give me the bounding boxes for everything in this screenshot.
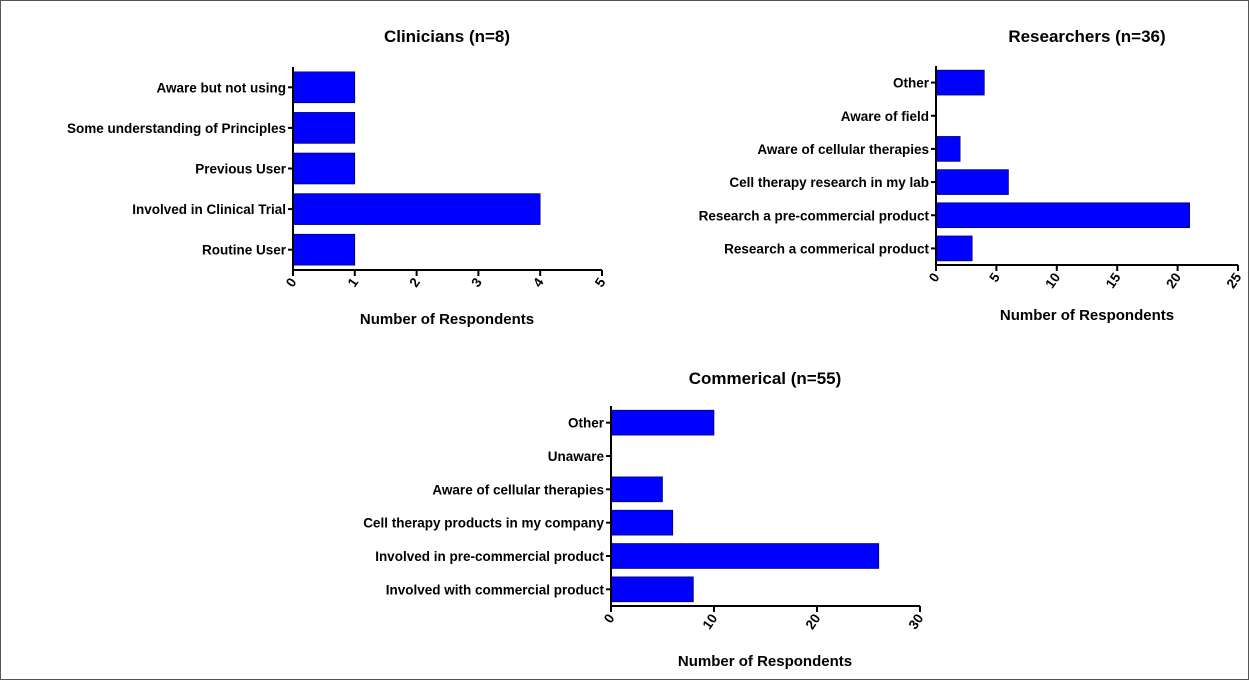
bar (935, 235, 973, 262)
category-label: Involved in Clinical Trial (132, 202, 286, 217)
x-tick-label: 2 (406, 275, 423, 290)
category-label: Routine User (202, 243, 287, 258)
bar (292, 71, 356, 104)
chart-title: Clinicians (n=8) (384, 27, 510, 46)
x-tick-label: 0 (601, 611, 618, 626)
category-label: Aware but not using (156, 80, 286, 95)
x-tick-label: 0 (926, 270, 943, 285)
category-label: Involved with commercial product (386, 582, 605, 597)
bar (935, 136, 961, 162)
x-tick-label: 25 (1224, 270, 1245, 291)
x-tick-label: 1 (345, 275, 362, 290)
category-label: Some understanding of Principles (67, 121, 286, 136)
x-tick-label: 10 (1042, 270, 1063, 291)
chart-clinicians: Clinicians (n=8) Number of Respondents A… (67, 27, 609, 328)
x-axis-label: Number of Respondents (678, 653, 852, 670)
x-axis-label: Number of Respondents (360, 311, 534, 328)
bar (935, 202, 1190, 229)
bar (935, 169, 1009, 195)
x-tick-label: 15 (1103, 270, 1124, 291)
bar (292, 233, 356, 266)
x-tick-label: 20 (1163, 270, 1184, 291)
x-tick-label: 10 (700, 611, 721, 632)
chart-researchers: Researchers (n=36) Number of Respondents… (699, 27, 1245, 324)
category-label: Aware of field (841, 109, 929, 124)
category-label: Research a pre-commercial product (699, 208, 930, 223)
x-tick-label: 5 (986, 270, 1003, 285)
x-tick-label: 30 (906, 611, 927, 632)
chart-title: Commerical (n=55) (689, 369, 842, 388)
category-label: Cell therapy research in my lab (729, 175, 929, 190)
x-tick-label: 3 (468, 275, 485, 290)
bar (292, 152, 356, 185)
category-label: Aware of cellular therapies (432, 482, 604, 497)
category-label: Unaware (548, 449, 605, 464)
chart-commercial: Commerical (n=55) Number of Respondents … (363, 369, 926, 670)
category-label: Involved in pre-commercial product (375, 549, 604, 564)
category-label: Cell therapy products in my company (363, 516, 604, 531)
x-tick-label: 20 (803, 611, 824, 632)
x-tick-label: 4 (530, 275, 547, 290)
bar (292, 193, 541, 225)
category-label: Other (893, 76, 930, 91)
bar (935, 69, 985, 96)
chart-title: Researchers (n=36) (1008, 27, 1165, 46)
bar (610, 476, 663, 503)
bar (610, 576, 694, 603)
category-label: Aware of cellular therapies (757, 142, 929, 157)
bar (292, 112, 356, 144)
category-label: Research a commerical product (724, 241, 929, 256)
bar (610, 543, 880, 569)
bar (610, 409, 715, 436)
x-tick-label: 0 (283, 275, 300, 290)
x-tick-label: 5 (592, 275, 609, 290)
bar (610, 509, 674, 536)
x-axis-label: Number of Respondents (1000, 307, 1174, 324)
category-label: Previous User (195, 162, 287, 177)
category-label: Other (568, 416, 605, 431)
